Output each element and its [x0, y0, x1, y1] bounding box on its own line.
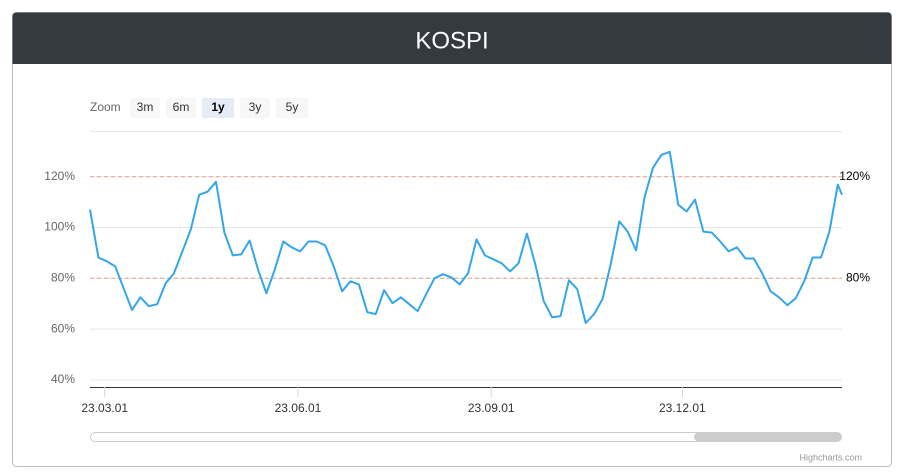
y-tick-label: 40%	[51, 372, 75, 386]
credits[interactable]: Highcharts.com	[799, 452, 862, 462]
zoom-button[interactable]	[130, 98, 160, 118]
zoom-button[interactable]	[166, 98, 196, 118]
x-tick-label: 23.06.01	[275, 401, 322, 415]
panel	[12, 12, 892, 467]
plot-line-label: 80%	[846, 270, 870, 284]
scrollbar-thumb[interactable]	[694, 432, 842, 442]
series-line	[89, 150, 843, 324]
header	[12, 12, 892, 64]
zoom-button-label[interactable]: 3y	[249, 100, 262, 114]
x-tick-label: 23.12.01	[659, 401, 706, 415]
zoom-button-label[interactable]: 1y	[211, 100, 225, 114]
zoom-label: Zoom	[90, 100, 121, 114]
y-tick-label: 120%	[44, 169, 75, 183]
y-tick-label: 80%	[51, 270, 75, 284]
zoom-button[interactable]	[240, 98, 270, 118]
plot-line-label: 120%	[839, 169, 870, 183]
zoom-button-label[interactable]: 3m	[137, 100, 154, 114]
x-tick-label: 23.03.01	[81, 401, 128, 415]
zoom-button[interactable]	[202, 98, 234, 118]
zoom-button[interactable]	[276, 98, 308, 118]
x-tick-label: 23.09.01	[468, 401, 515, 415]
y-tick-label: 60%	[51, 321, 75, 335]
y-tick-label: 100%	[44, 220, 75, 234]
chart-title: KOSPI	[415, 27, 488, 54]
zoom-button-label[interactable]: 5y	[286, 100, 299, 114]
zoom-button-label[interactable]: 6m	[173, 100, 190, 114]
